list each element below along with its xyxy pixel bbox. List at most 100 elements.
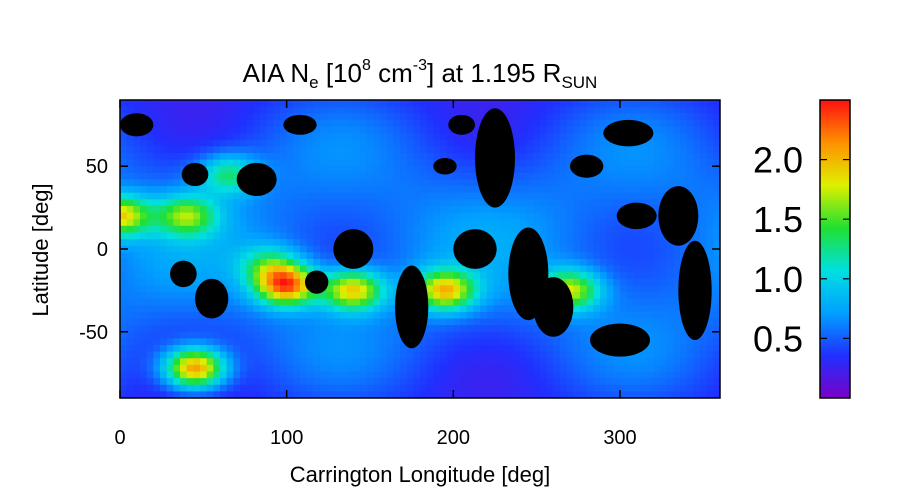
heatmap-cell xyxy=(160,133,168,141)
heatmap-cell xyxy=(400,232,408,240)
heatmap-cell xyxy=(186,338,194,346)
heatmap-cell xyxy=(400,119,408,128)
heatmap-cell xyxy=(433,351,441,359)
heatmap-cell xyxy=(626,232,634,240)
heatmap-cell xyxy=(146,278,154,287)
heatmap-cell xyxy=(593,232,601,240)
heatmap-cell xyxy=(553,378,561,386)
heatmap-cell xyxy=(706,391,714,398)
heatmap-cell xyxy=(286,305,294,313)
heatmap-cell xyxy=(320,311,328,320)
heatmap-cell xyxy=(246,311,254,320)
heatmap-cell xyxy=(553,139,561,147)
heatmap-cell xyxy=(433,113,441,121)
heatmap-cell xyxy=(573,119,581,128)
heatmap-cell xyxy=(493,298,501,306)
heatmap-cell xyxy=(153,391,161,398)
heatmap-cell xyxy=(660,391,668,398)
heatmap-cell xyxy=(173,106,181,114)
heatmap-cell xyxy=(666,318,674,326)
heatmap-cell xyxy=(246,345,254,353)
heatmap-cell xyxy=(540,119,548,128)
heatmap-cell xyxy=(540,152,548,161)
heatmap-cell xyxy=(160,298,168,306)
heatmap-cell xyxy=(560,166,568,174)
heatmap-cell xyxy=(486,305,494,313)
heatmap-cell xyxy=(353,378,361,386)
heatmap-cell xyxy=(426,305,434,313)
heatmap-cell xyxy=(666,119,674,128)
heatmap-cell xyxy=(280,338,288,346)
heatmap-cell xyxy=(413,225,421,234)
heatmap-cell xyxy=(460,133,468,141)
heatmap-cell xyxy=(400,391,408,398)
heatmap-cell xyxy=(393,119,401,128)
heatmap-cell xyxy=(326,113,334,121)
heatmap-cell xyxy=(586,298,594,306)
heatmap-cell xyxy=(600,179,608,187)
heatmap-cell xyxy=(200,133,208,141)
heatmap-cell xyxy=(346,199,354,207)
heatmap-cell xyxy=(493,205,501,214)
heatmap-cell xyxy=(313,199,321,207)
heatmap-cell xyxy=(166,384,174,392)
heatmap-cell xyxy=(526,172,534,181)
heatmap-cell xyxy=(160,272,168,280)
heatmap-cell xyxy=(273,358,281,366)
heatmap-cell xyxy=(140,305,148,313)
heatmap-cell xyxy=(573,292,581,300)
heatmap-cell xyxy=(320,292,328,300)
heatmap-cell xyxy=(180,318,188,326)
heatmap-cell xyxy=(700,106,708,114)
heatmap-cell xyxy=(633,100,641,108)
heatmap-cell xyxy=(486,225,494,234)
heatmap-cell xyxy=(573,126,581,134)
heatmap-cell xyxy=(346,351,354,359)
heatmap-cell xyxy=(380,245,388,253)
heatmap-cell xyxy=(573,172,581,181)
heatmap-cell xyxy=(573,391,581,398)
heatmap-cell xyxy=(506,113,514,121)
heatmap-cell xyxy=(366,351,374,359)
heatmap-cell xyxy=(626,364,634,373)
heatmap-cell xyxy=(440,106,448,114)
heatmap-cell xyxy=(660,159,668,167)
heatmap-cell xyxy=(233,371,241,379)
heatmap-cell xyxy=(306,133,314,141)
heatmap-cell xyxy=(313,391,321,398)
heatmap-cell xyxy=(240,391,248,398)
heatmap-cell xyxy=(193,186,201,194)
heatmap-cell xyxy=(660,364,668,373)
heatmap-cell xyxy=(360,139,368,147)
heatmap-cell xyxy=(426,351,434,359)
heatmap-cell xyxy=(620,100,628,108)
heatmap-cell xyxy=(186,106,194,114)
heatmap-cell xyxy=(466,113,474,121)
heatmap-cell xyxy=(633,371,641,379)
heatmap-cell xyxy=(373,152,381,161)
heatmap-cell xyxy=(373,331,381,339)
heatmap-cell xyxy=(246,325,254,333)
heatmap-cell xyxy=(486,378,494,386)
heatmap-cell xyxy=(300,239,308,247)
heatmap-cell xyxy=(513,391,521,398)
heatmap-cell xyxy=(526,212,534,220)
heatmap-cell xyxy=(600,371,608,379)
heatmap-cell xyxy=(546,245,554,253)
heatmap-cell xyxy=(526,219,534,227)
heatmap-cell xyxy=(680,152,688,161)
heatmap-cell xyxy=(400,364,408,373)
heatmap-cell xyxy=(620,292,628,300)
heatmap-cell xyxy=(126,192,134,200)
heatmap-cell xyxy=(373,391,381,398)
heatmap-cell xyxy=(280,239,288,247)
heatmap-cell xyxy=(200,331,208,339)
heatmap-cell xyxy=(253,113,261,121)
heatmap-cell xyxy=(580,219,588,227)
heatmap-cell xyxy=(673,391,681,398)
heatmap-cell xyxy=(500,225,508,234)
heatmap-cell xyxy=(160,126,168,134)
chart-title: AIA Ne [108 cm-3] at 1.195 RSUN xyxy=(243,57,598,92)
heatmap-cell xyxy=(486,331,494,339)
heatmap-cell xyxy=(400,384,408,392)
